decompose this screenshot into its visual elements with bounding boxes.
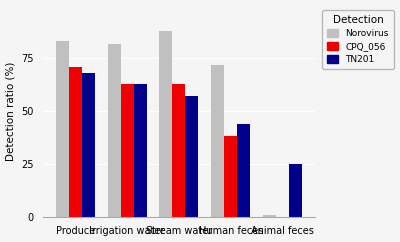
Bar: [56, 41, 69, 217]
Bar: [289, 164, 302, 217]
Bar: [108, 44, 120, 217]
Bar: [82, 73, 94, 217]
Bar: [211, 65, 224, 217]
Bar: [69, 67, 82, 217]
Bar: [263, 215, 276, 217]
Legend: Norovirus, CPQ_056, TN201: Norovirus, CPQ_056, TN201: [322, 10, 394, 69]
Bar: [120, 84, 134, 217]
Bar: [237, 124, 250, 217]
Bar: [186, 96, 198, 217]
Bar: [160, 31, 172, 217]
Bar: [134, 84, 146, 217]
Bar: [172, 84, 186, 217]
Bar: [224, 136, 237, 217]
Y-axis label: Detection ratio (%): Detection ratio (%): [6, 61, 16, 161]
